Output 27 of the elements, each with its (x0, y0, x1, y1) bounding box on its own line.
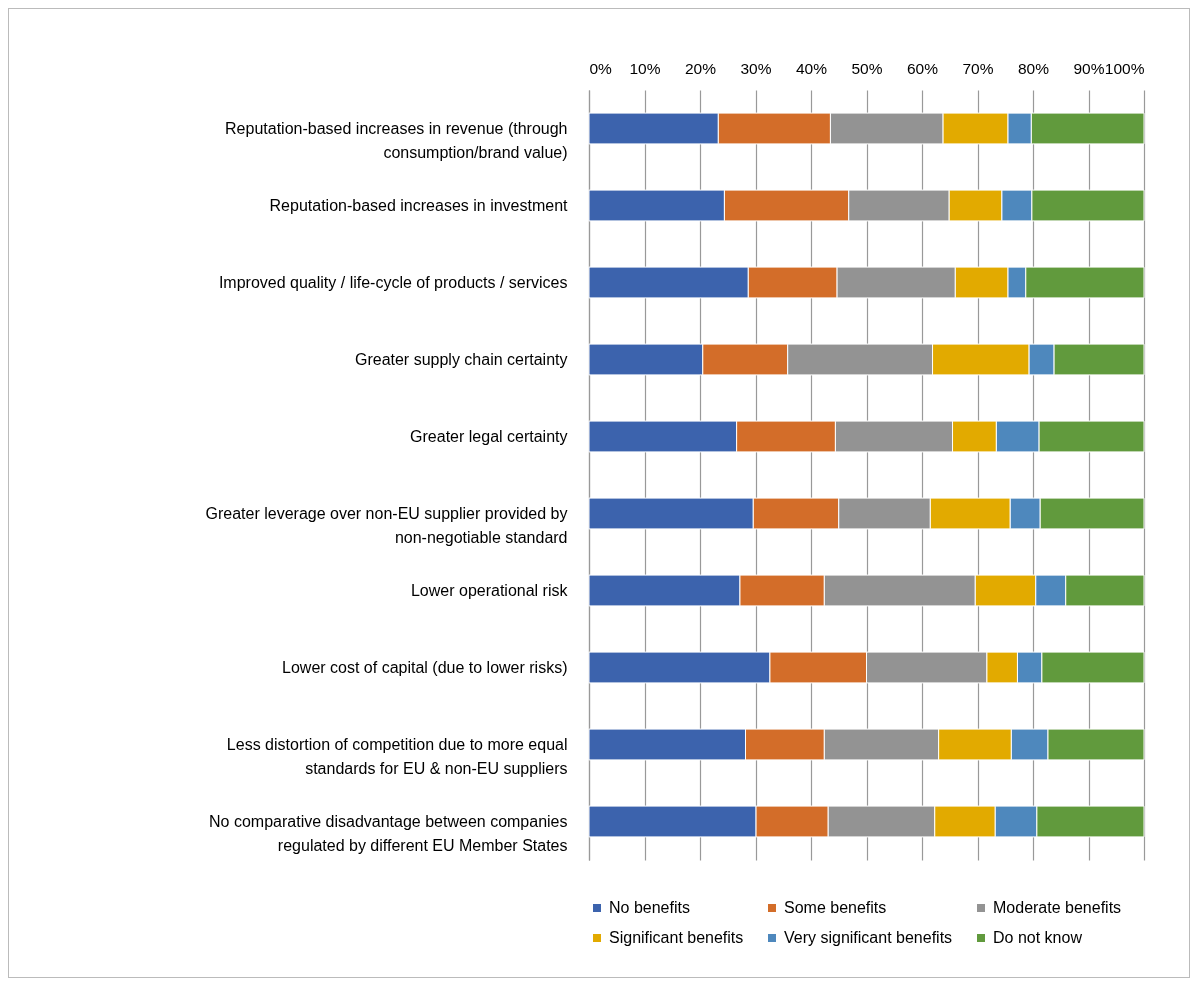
legend-label: No benefits (609, 899, 690, 916)
y-tick-label: Less distortion of competition due to more equal standards for EU & non-EU suppliers (226, 735, 568, 777)
y-tick-label: Reputation-based increases in revenue (through consumption/brand value) (225, 119, 568, 161)
legend-label: Moderate benefits (993, 899, 1122, 916)
x-tick-label: 30% (740, 59, 772, 77)
x-tick-label: 0% (589, 59, 613, 77)
y-tick-label: Lower operational risk (410, 581, 569, 599)
x-tick-label: 80% (1017, 59, 1050, 77)
y-tick-label: Reputation-based increases in investment (269, 196, 569, 214)
x-tick-label: 50% (851, 59, 883, 77)
legend-label: Do not know (993, 929, 1083, 946)
x-tick-label: 40% (795, 59, 828, 77)
x-tick-label: 70% (962, 59, 994, 77)
x-tick-label: 10% (629, 59, 661, 77)
y-tick-label: Lower cost of capital (due to lower risks) (282, 658, 568, 676)
x-tick-label: 20% (684, 59, 717, 77)
y-tick-label: Greater legal certainty (410, 427, 568, 445)
y-tick-label: No comparative disadvantage between companies regulated by different EU Member States (209, 812, 568, 854)
legend-label: Significant benefits (609, 929, 744, 946)
y-tick-label: Improved quality / life-cycle of products / services (218, 273, 568, 291)
legend-label: Some benefits (784, 899, 887, 916)
x-tick-label: 100% (1104, 59, 1145, 77)
x-tick-label: 60% (906, 59, 939, 77)
legend-label: Very significant benefits (784, 929, 953, 946)
x-tick-label: 90% (1073, 59, 1105, 77)
y-tick-label: Greater supply chain certainty (354, 350, 568, 368)
y-tick-label: Greater leverage over non-EU supplier provided by non-negotiable standard (205, 504, 568, 546)
